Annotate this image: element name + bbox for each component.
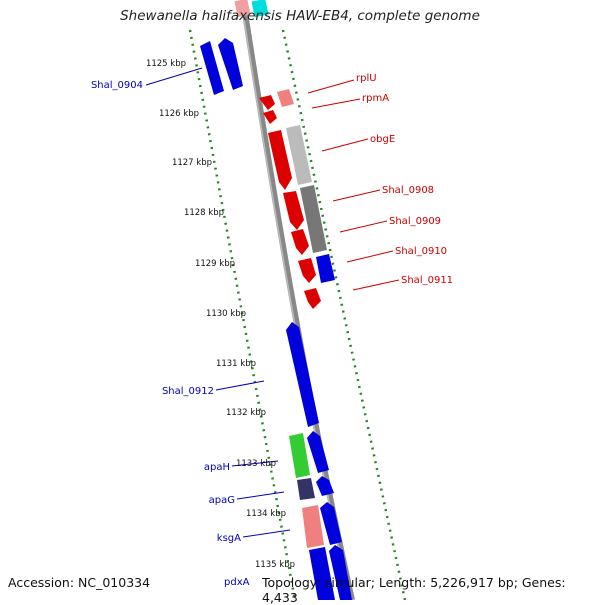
gene-shal-0904-a — [200, 41, 224, 95]
genome-title: Shewanella halifaxensis HAW-EB4, complet… — [120, 8, 480, 24]
label-leaders — [145, 67, 400, 538]
gene-pdxa-a — [309, 547, 335, 600]
label-rplu[interactable]: rplU — [356, 73, 377, 84]
kbp-tick-1129: 1129 kbp — [195, 259, 235, 269]
leader-shal-0912 — [215, 380, 265, 391]
gene-obge — [268, 130, 292, 190]
leader-apag — [236, 491, 285, 500]
kbp-tick-1126: 1126 kbp — [159, 109, 199, 119]
kbp-tick-1135: 1135 kbp — [255, 560, 295, 570]
leader-rplu — [307, 79, 355, 94]
kbp-tick-labels: 1125 kbp 1126 kbp 1127 kbp 1128 kbp 1129… — [146, 59, 295, 570]
label-shal-0904[interactable]: Shal_0904 — [91, 80, 143, 91]
forward-strand-genes — [200, 38, 352, 600]
top-genes — [234, 0, 269, 18]
leader-shal-0910 — [346, 250, 394, 263]
gene-ksga-pink — [302, 505, 324, 548]
gene-shal-0911 — [304, 288, 321, 309]
accession-text: Accession: NC_010334 — [8, 575, 151, 590]
label-shal-0909[interactable]: Shal_0909 — [389, 216, 441, 227]
label-shal-0912[interactable]: Shal_0912 — [162, 386, 214, 397]
label-apag[interactable]: apaG — [209, 495, 235, 506]
left-gene-labels: Shal_0904 Shal_0912 apaH apaG ksgA — [91, 80, 241, 544]
gene-rpma — [263, 110, 277, 124]
gene-blue-1 — [307, 431, 329, 473]
label-obge[interactable]: obgE — [370, 134, 395, 145]
gene-shal-0909 — [291, 229, 309, 255]
gene-rpmu-pink — [277, 89, 294, 107]
gene-shal-0904-b — [218, 38, 243, 90]
leader-apah — [231, 460, 279, 467]
gene-shal-0908 — [283, 191, 304, 230]
leader-rpma — [311, 98, 361, 109]
label-shal-0910[interactable]: Shal_0910 — [395, 246, 447, 257]
kbp-tick-1128: 1128 kbp — [184, 208, 224, 218]
kbp-tick-1131: 1131 kbp — [216, 359, 256, 369]
kbp-tick-1130: 1130 kbp — [206, 309, 246, 319]
gene-block-top-cyan — [251, 0, 269, 18]
genome-stats-text: Topology: circular; Length: 5,226,917 bp… — [262, 575, 566, 605]
leader-shal-0909 — [339, 220, 388, 233]
gene-shal-0910 — [298, 258, 316, 283]
leader-shal-0904 — [145, 67, 203, 86]
reverse-strand-genes — [259, 89, 335, 309]
label-apah[interactable]: apaH — [204, 462, 230, 473]
kbp-tick-1127: 1127 kbp — [172, 158, 212, 168]
gene-rplu — [259, 95, 275, 110]
gene-apah-green — [289, 433, 310, 478]
right-dotted-guide — [281, 29, 407, 600]
label-pdxa[interactable]: pdxA — [224, 577, 250, 588]
gene-shal-0912 — [286, 322, 319, 427]
gene-blue-3 — [320, 502, 342, 545]
kbp-tick-1125: 1125 kbp — [146, 59, 186, 69]
gene-apag-navy — [297, 478, 315, 500]
gene-shal-0910-blue — [316, 254, 335, 283]
gene-block-top-pink — [234, 0, 251, 18]
kbp-tick-1132: 1132 kbp — [226, 408, 266, 418]
label-shal-0911[interactable]: Shal_0911 — [401, 275, 453, 286]
kbp-tick-1134: 1134 kbp — [246, 509, 286, 519]
label-shal-0908[interactable]: Shal_0908 — [382, 185, 434, 196]
gene-shal-0908-grey — [300, 185, 327, 253]
right-gene-labels: rplU rpmA obgE Shal_0908 Shal_0909 Shal_… — [356, 73, 453, 286]
leader-shal-0908 — [332, 189, 381, 202]
gene-obge-grey — [286, 125, 312, 185]
label-ksga[interactable]: ksgA — [217, 533, 241, 544]
kbp-tick-1133: 1133 kbp — [236, 459, 276, 469]
leader-shal-0911 — [352, 279, 400, 291]
gene-pdxa-b — [329, 545, 352, 600]
leader-obge — [321, 138, 369, 152]
label-rpma[interactable]: rpmA — [362, 93, 389, 104]
gene-blue-2 — [316, 476, 334, 496]
leader-ksga — [242, 529, 291, 538]
